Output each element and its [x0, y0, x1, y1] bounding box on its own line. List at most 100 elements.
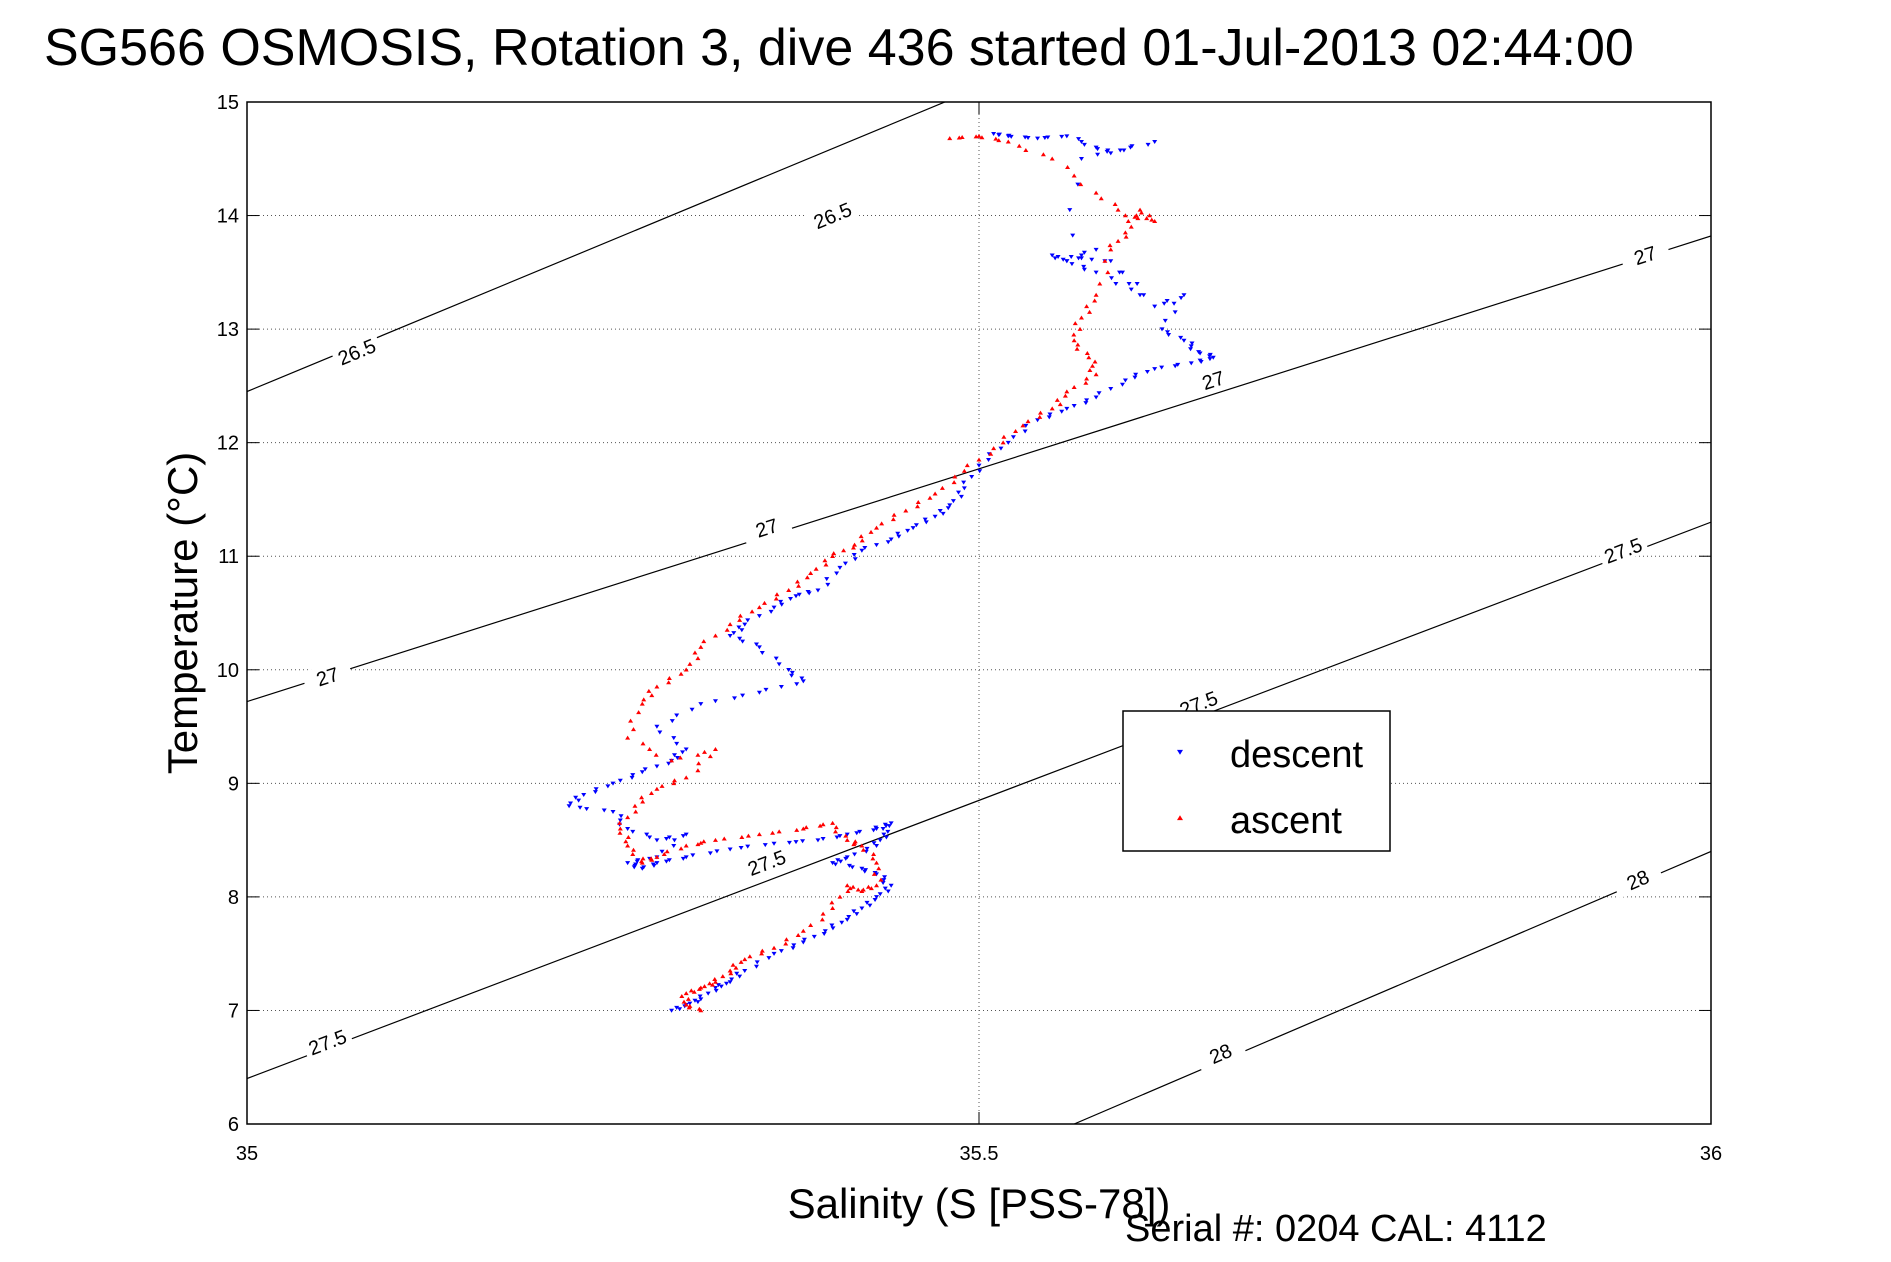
- descent-point: [834, 571, 840, 576]
- ascent-point: [747, 954, 753, 959]
- descent-point: [568, 801, 574, 806]
- ascent-point: [687, 661, 693, 666]
- ascent-point: [1054, 397, 1060, 402]
- ascent-point: [702, 984, 707, 989]
- ascent-point: [1092, 359, 1098, 364]
- ascent-point: [683, 775, 689, 780]
- ascent-point: [1084, 350, 1090, 355]
- ascent-point: [702, 749, 707, 754]
- ascent-point: [695, 656, 701, 661]
- descent-point: [1083, 401, 1089, 406]
- ascent-point: [1023, 148, 1029, 153]
- ascent-point: [701, 839, 707, 844]
- descent-point: [1052, 256, 1058, 261]
- ascent-point: [796, 583, 802, 588]
- descent-point: [771, 605, 777, 610]
- descent-point: [581, 792, 587, 797]
- descent-point: [825, 582, 831, 587]
- descent-point: [778, 599, 784, 604]
- descent-point: [674, 1005, 680, 1010]
- ascent-point: [939, 485, 945, 490]
- descent-point: [745, 844, 751, 849]
- ascent-point: [1037, 414, 1043, 419]
- descent-point: [592, 790, 598, 795]
- ascent-point: [770, 830, 776, 835]
- ascent-point: [1086, 355, 1092, 360]
- descent-point: [851, 553, 857, 558]
- ascent-point: [1122, 230, 1128, 235]
- ascent-point: [639, 701, 645, 706]
- ascent-point: [683, 843, 689, 848]
- ascent-point: [808, 571, 814, 576]
- ascent-point: [1133, 213, 1139, 218]
- legend-marker-descent: [1177, 749, 1183, 755]
- ascent-point: [852, 542, 858, 547]
- axis-ticks: 6 7 8 9 10 11 12 13 14 15 35 35.5 36: [217, 92, 1722, 1165]
- descent-point: [677, 1007, 683, 1012]
- ascent-point: [669, 758, 675, 763]
- descent-point: [837, 834, 843, 839]
- ascent-point: [1098, 196, 1104, 201]
- ascent-point: [1108, 247, 1114, 252]
- ascent-point: [1152, 218, 1158, 223]
- descent-point: [707, 851, 713, 856]
- descent-point: [727, 847, 733, 852]
- descent-point: [687, 1001, 693, 1006]
- descent-point: [874, 543, 880, 548]
- ascent-point: [738, 959, 744, 964]
- descent-point: [683, 747, 689, 752]
- descent-point: [922, 517, 928, 522]
- ascent-point: [813, 566, 819, 571]
- ascent-point: [639, 795, 645, 800]
- ascent-point: [803, 825, 809, 830]
- descent-point: [977, 469, 983, 474]
- descent-point: [822, 929, 828, 934]
- legend-marker-ascent: [1177, 815, 1183, 821]
- descent-point: [844, 917, 850, 922]
- ascent-point: [1071, 173, 1077, 178]
- ascent-point: [830, 553, 836, 558]
- descent-point: [1164, 298, 1170, 303]
- descent-point: [669, 1008, 675, 1013]
- descent-point: [1172, 310, 1178, 315]
- grid: [247, 102, 1711, 1124]
- ascent-point: [991, 446, 997, 451]
- descent-point: [742, 968, 748, 973]
- descent-point: [888, 883, 894, 888]
- ascent-point: [858, 534, 864, 539]
- descent-point: [1129, 144, 1135, 149]
- contour-label: 27.5: [1601, 534, 1645, 568]
- descent-point: [1159, 327, 1165, 332]
- ascent-point: [623, 839, 629, 844]
- descent-point: [776, 662, 782, 667]
- ascent-point: [800, 826, 806, 831]
- ascent-point: [756, 832, 762, 837]
- ascent-point: [712, 976, 718, 981]
- ascent-point: [819, 917, 825, 922]
- descent-point: [663, 836, 669, 841]
- ascent-point: [617, 820, 623, 825]
- descent-point: [1045, 135, 1051, 140]
- ascent-point: [1137, 207, 1143, 212]
- ascent-point: [632, 803, 638, 808]
- y-tick-label: 9: [228, 773, 239, 795]
- descent-point: [1069, 262, 1075, 267]
- ascent-point: [1065, 165, 1071, 170]
- descent-point: [1144, 369, 1150, 374]
- ascent-point: [683, 991, 689, 996]
- ascent-point: [774, 592, 780, 597]
- ascent-point: [742, 957, 748, 962]
- descent-point: [1005, 440, 1011, 445]
- descent-point: [1161, 301, 1167, 306]
- ascent-point: [865, 884, 871, 889]
- ascent-point: [1102, 258, 1108, 263]
- descent-point: [617, 818, 623, 823]
- ascent-point: [617, 826, 623, 831]
- ascent-point: [1071, 385, 1077, 390]
- descent-point: [880, 880, 886, 885]
- descent-point: [854, 912, 860, 917]
- descent-point: [1078, 139, 1084, 144]
- descent-point: [800, 679, 806, 684]
- ascent-point: [1087, 368, 1093, 373]
- ascent-point: [800, 928, 806, 933]
